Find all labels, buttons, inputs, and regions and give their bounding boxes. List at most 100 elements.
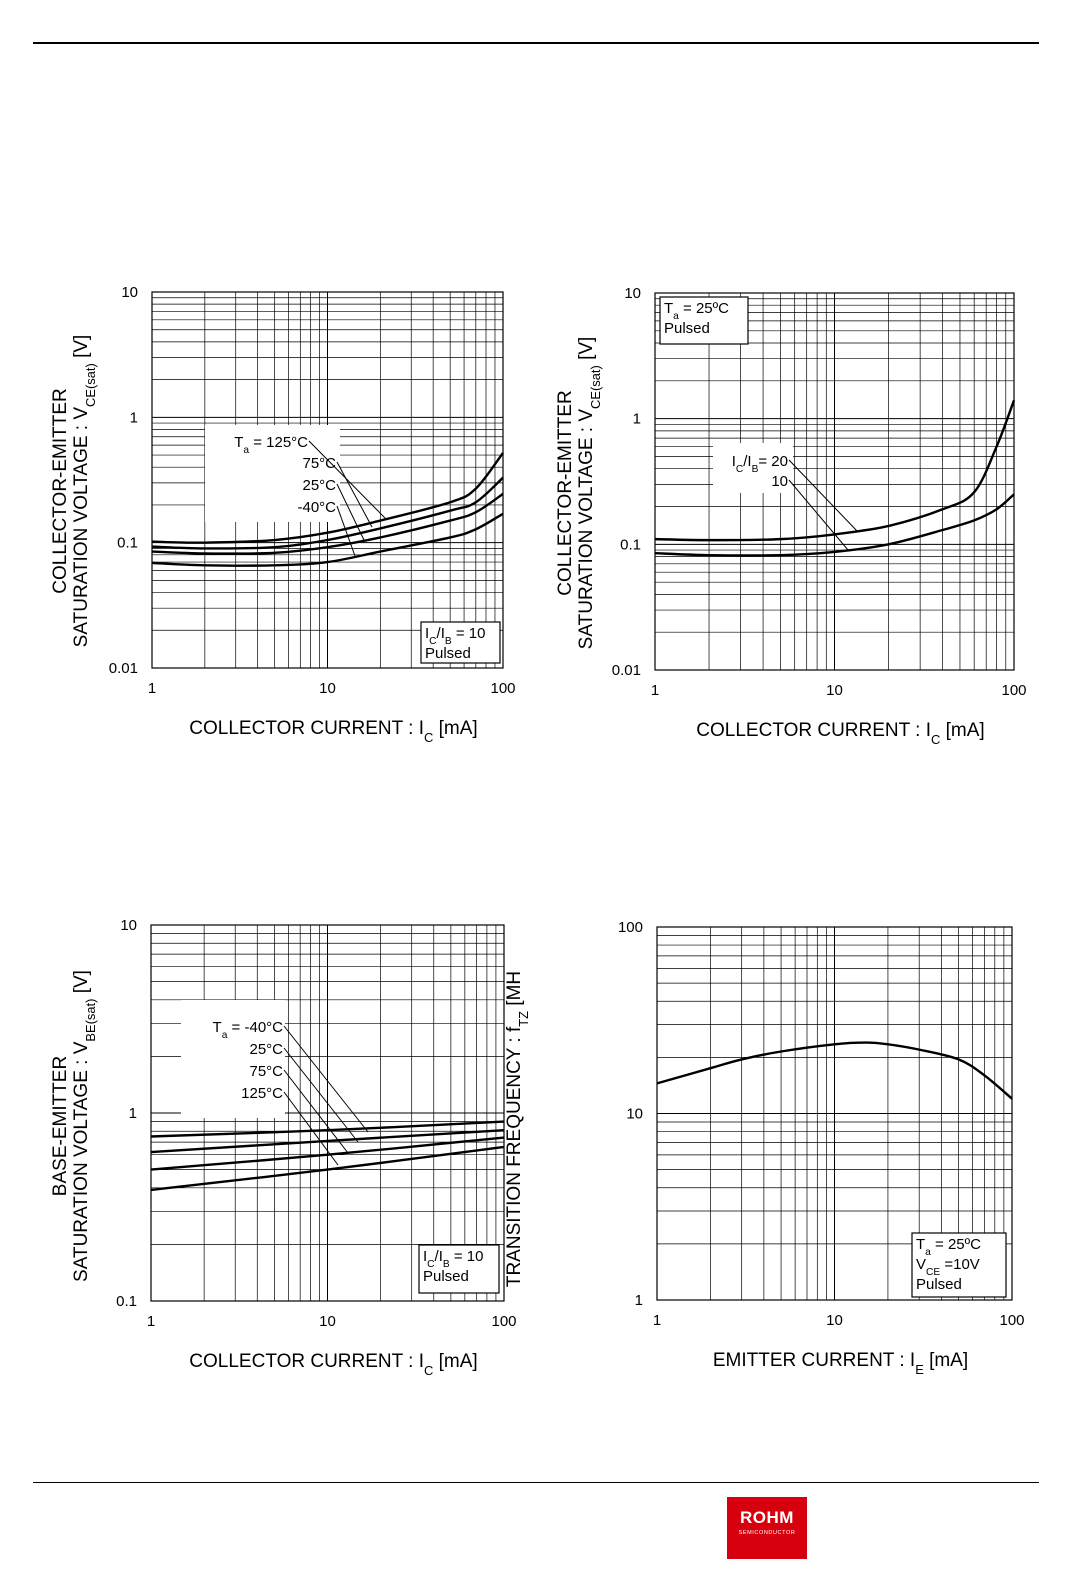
label-background (713, 443, 793, 493)
legend-line: Pulsed (664, 320, 710, 337)
label-text: COLLECTOR CURRENT : I (189, 718, 424, 739)
series-line-1 (656, 1041, 1013, 1100)
label-text: [V] (71, 335, 92, 364)
label-subscript: a (925, 1247, 931, 1258)
label-text: Pulsed (423, 1268, 469, 1285)
label-subscript: B (445, 636, 452, 647)
x-tick-label: 1 (653, 1312, 661, 1329)
footer-rule (33, 1482, 1039, 1483)
series-label-2: 75°C (302, 455, 336, 472)
x-tick-label: 10 (826, 1312, 843, 1329)
label-text: [mA] (924, 1350, 968, 1371)
label-subscript: C (424, 730, 433, 745)
legend-box (420, 621, 501, 664)
x-tick-label: 100 (999, 1312, 1024, 1329)
label-text: [MH (504, 971, 525, 1011)
label-text: = -40°C (227, 1019, 283, 1036)
series-label-2: 10 (771, 473, 788, 490)
legend-line: IC/IB = 10 (423, 1248, 483, 1270)
label-subscript: B (443, 1259, 450, 1270)
label-text: = 10 (450, 1248, 484, 1265)
series-label-1: Ta = 125°C (234, 434, 308, 456)
label-subscript: a (222, 1030, 228, 1041)
x-tick-label: 100 (490, 680, 515, 697)
plot-frame (654, 292, 1015, 671)
label-text: = 20 (758, 453, 788, 470)
label-text: I (423, 1248, 427, 1265)
y-axis-label-line2: SATURATION VOLTAGE : VBE(sat) [V] (71, 970, 98, 1282)
series-label-3: 25°C (302, 477, 336, 494)
label-text: [mA] (433, 1351, 477, 1372)
series-leader-line (788, 459, 859, 533)
logo-subtitle: SEMICONDUCTOR (738, 1530, 796, 1536)
series-line-2 (654, 493, 1015, 557)
series-line-3 (150, 1136, 505, 1171)
label-text: COLLECTOR CURRENT : I (189, 1351, 424, 1372)
label-background (205, 425, 340, 522)
series-leader-line (336, 505, 356, 557)
label-subscript: C (736, 464, 743, 475)
y-tick-label: 10 (121, 284, 138, 301)
label-text: [mA] (433, 718, 477, 739)
x-tick-label: 10 (826, 682, 843, 699)
label-text: 75°C (249, 1063, 283, 1080)
x-tick-label: 100 (1001, 682, 1026, 699)
y-tick-label: 1 (633, 411, 641, 428)
series-leader-line (283, 1047, 359, 1143)
y-tick-label: 1 (129, 1105, 137, 1122)
label-subscript: a (243, 445, 249, 456)
y-tick-label: 100 (618, 919, 643, 936)
y-tick-label: 0.01 (612, 662, 641, 679)
legend-line: Ta = 25ºC (916, 1236, 981, 1258)
series-label-2: 25°C (249, 1041, 283, 1058)
series-label-3: 75°C (249, 1063, 283, 1080)
label-text: 25°C (302, 477, 336, 494)
label-subscript: C (424, 1363, 433, 1378)
series-label-1: Ta = -40°C (213, 1019, 284, 1041)
label-subscript: T (516, 1019, 531, 1027)
label-text: SATURATION VOLTAGE : V (71, 1041, 92, 1282)
plot-frame (150, 924, 505, 1302)
label-text: V (916, 1256, 926, 1273)
header-rule (33, 42, 1039, 44)
series-line-4 (151, 512, 504, 567)
plot-frame (656, 926, 1013, 1301)
legend-line: Pulsed (916, 1276, 962, 1293)
y-tick-label: 0.01 (109, 660, 138, 677)
y-tick-label: 0.1 (117, 535, 138, 552)
label-background (181, 1000, 285, 1118)
y-axis-label-line1: COLLECTOR-EMITTER (555, 390, 576, 596)
x-tick-label: 1 (148, 680, 156, 697)
series-leader-line (283, 1069, 349, 1154)
chart-transition-frequency: 1 10 100 1 10 100 EMITTER CURRENT : IE [mA] TRA… (504, 919, 1025, 1377)
label-subscript: C (931, 732, 940, 747)
label-text: = 125°C (249, 434, 308, 451)
label-text: = 10 (452, 625, 486, 642)
label-text: T (916, 1236, 925, 1253)
label-subscript: Z (516, 1011, 531, 1019)
series-leader-line (283, 1091, 339, 1166)
series-leader-line (336, 483, 365, 541)
label-subscript: CE(sat) (588, 365, 603, 409)
x-tick-label: 1 (651, 682, 659, 699)
legend-line: VCE =10V (916, 1256, 980, 1278)
label-text: /I (437, 625, 445, 642)
label-text: 25°C (249, 1041, 283, 1058)
legend-line: IC/IB = 10 (425, 625, 485, 647)
label-text: I (425, 625, 429, 642)
label-text: [V] (71, 970, 92, 999)
y-tick-label: 0.1 (116, 1293, 137, 1310)
rohm-logo: ROHM SEMICONDUCTOR (727, 1497, 807, 1559)
label-text: I (732, 453, 736, 470)
grid (655, 293, 1014, 670)
series-leader-line (336, 461, 373, 528)
y-axis-label-line2: TRANSITION FREQUENCY : fTZ [MH (504, 971, 531, 1287)
x-tick-label: 10 (319, 1313, 336, 1330)
series-leader-line (788, 479, 849, 551)
series-line-4 (150, 1145, 505, 1192)
legend-box (659, 296, 749, 345)
legend-line: Pulsed (425, 645, 471, 662)
label-text: Pulsed (425, 645, 471, 662)
